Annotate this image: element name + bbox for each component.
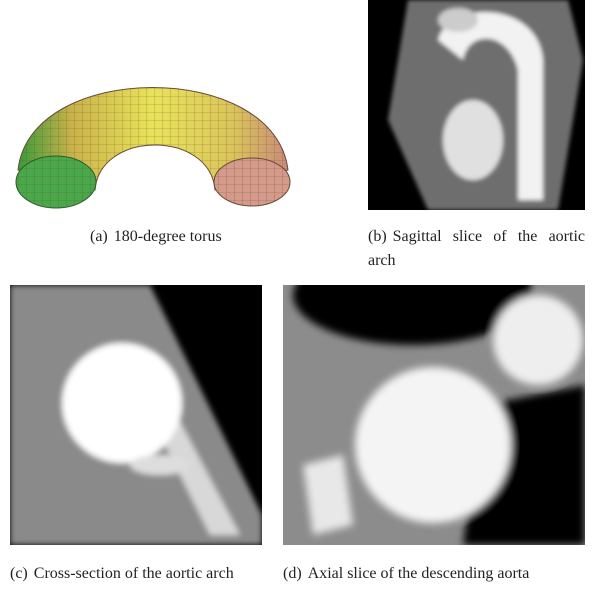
torus-image: [10, 40, 295, 210]
caption-label: (c): [10, 565, 28, 582]
caption-label: (b): [368, 228, 387, 245]
sagittal-ct-image: [368, 0, 585, 210]
caption-text: Axial slice of the descending aorta: [308, 565, 530, 582]
caption: (b)Sagittal slice of the aortic arch: [368, 225, 585, 273]
cross-section-image: [10, 285, 262, 545]
caption-label: (d): [283, 565, 302, 582]
caption-label: (a): [90, 228, 108, 245]
axial-ct-image: [283, 285, 585, 545]
caption-text: 180-degree torus: [114, 228, 222, 245]
caption: (a) 180-degree torus: [90, 225, 290, 249]
caption-text: Cross-section of the aortic arch: [34, 565, 234, 582]
caption: (c) Cross-section of the aortic arch: [10, 562, 265, 586]
caption-text: Sagittal slice of the aortic arch: [368, 228, 585, 269]
caption: (d) Axial slice of the descending aorta: [283, 562, 585, 586]
figure: (a) 180-degree torus (b)Sagittal slice of…: [0, 0, 600, 611]
